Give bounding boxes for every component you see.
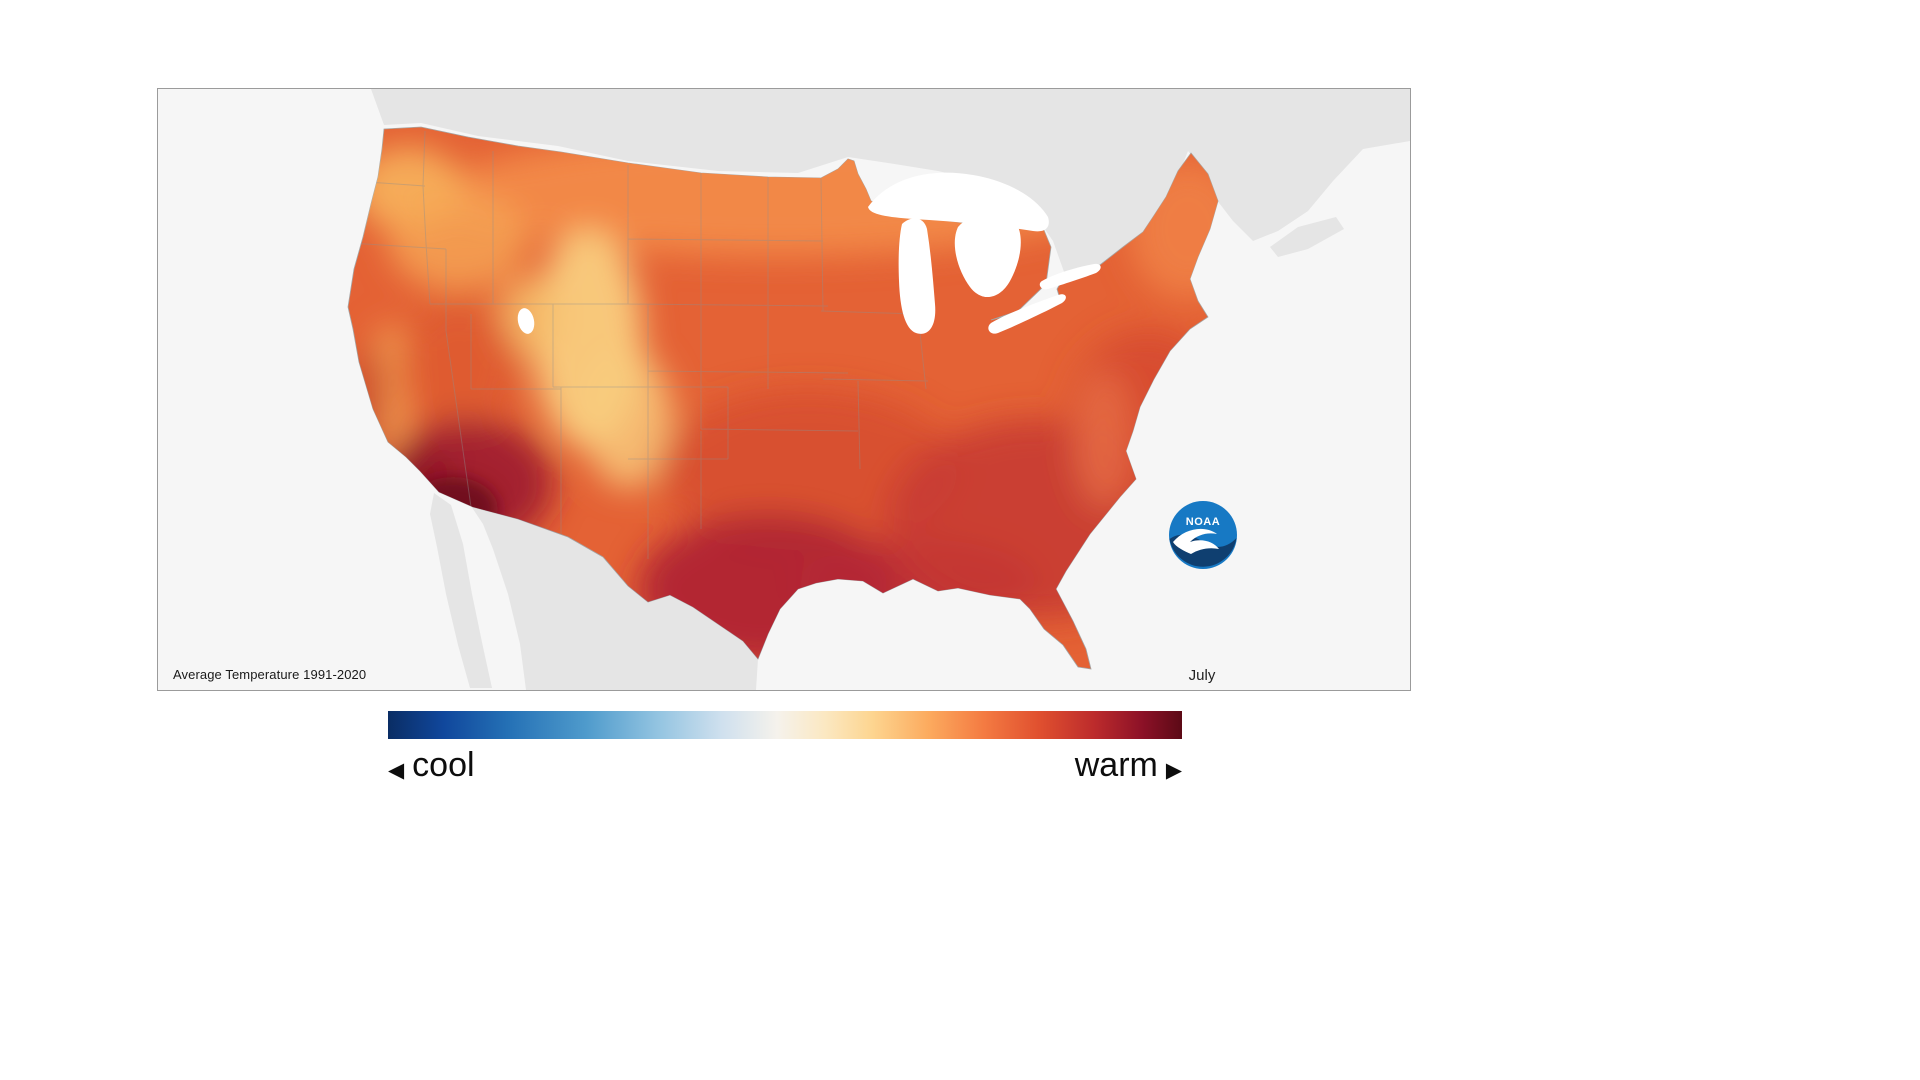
map-panel: NOAA Average Temperature 1991-2020 July [157,88,1411,691]
map-caption: Average Temperature 1991-2020 [173,667,367,682]
warm-label-text: warm [1074,745,1158,784]
lake-michigan [898,218,936,334]
warm-arrow-icon: ▶ [1165,758,1182,782]
month-label: July [1188,667,1216,684]
canada-landmass [371,89,1410,297]
lakes [517,172,1101,334]
us-temperature-map: NOAA [347,89,1410,690]
nova-scotia-landmass [1270,217,1344,257]
cool-label-text: cool [412,745,475,784]
cool-arrow-icon: ◀ [388,758,405,782]
baja-landmass [430,493,492,688]
cool-label: ◀ cool [388,746,475,785]
noaa-logo: NOAA [1169,501,1237,569]
great-salt-lake [517,308,535,334]
noaa-logo-text: NOAA [1186,516,1220,528]
mexico-landmass [471,506,758,690]
state-borders [348,130,929,559]
warm-label: warm ▶ [1075,746,1182,785]
lake-huron [954,212,1021,298]
colorbar-labels: ◀ cool warm ▶ [388,742,1182,788]
colorbar-gradient [388,711,1182,739]
lake-ontario [1039,263,1101,290]
lake-erie [988,294,1066,334]
